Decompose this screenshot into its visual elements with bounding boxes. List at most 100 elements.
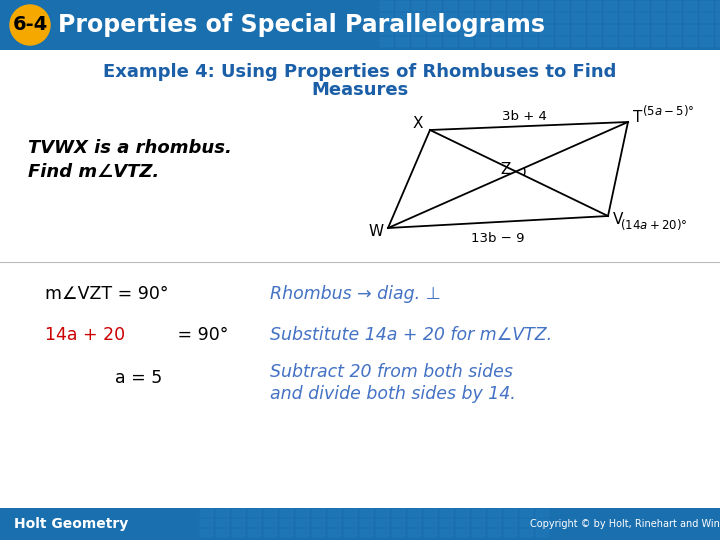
- Bar: [520, 509, 533, 517]
- Bar: [536, 519, 549, 527]
- Bar: [460, 25, 473, 35]
- Bar: [200, 519, 213, 527]
- Bar: [700, 25, 713, 35]
- Bar: [604, 25, 617, 35]
- Bar: [460, 1, 473, 11]
- Bar: [556, 1, 569, 11]
- Bar: [572, 13, 585, 23]
- Bar: [408, 509, 421, 517]
- Bar: [588, 37, 601, 47]
- Bar: [376, 529, 389, 537]
- Bar: [476, 13, 489, 23]
- Bar: [492, 1, 505, 11]
- Bar: [492, 37, 505, 47]
- Bar: [392, 519, 405, 527]
- Text: $(5a - 5)°$: $(5a - 5)°$: [642, 103, 695, 118]
- Bar: [396, 37, 409, 47]
- Bar: [428, 13, 441, 23]
- Bar: [264, 509, 277, 517]
- Bar: [588, 1, 601, 11]
- Bar: [652, 1, 665, 11]
- Bar: [360, 529, 373, 537]
- Bar: [524, 37, 537, 47]
- Bar: [620, 25, 633, 35]
- Bar: [604, 1, 617, 11]
- Text: and divide both sides by 14.: and divide both sides by 14.: [270, 385, 516, 403]
- Bar: [556, 13, 569, 23]
- Bar: [408, 529, 421, 537]
- Bar: [588, 13, 601, 23]
- Bar: [328, 519, 341, 527]
- Bar: [488, 509, 501, 517]
- Bar: [620, 13, 633, 23]
- Bar: [248, 519, 261, 527]
- Text: Subtract 20 from both sides: Subtract 20 from both sides: [270, 363, 513, 381]
- Bar: [408, 519, 421, 527]
- Bar: [540, 25, 553, 35]
- Bar: [668, 13, 681, 23]
- Bar: [520, 529, 533, 537]
- Text: Properties of Special Parallelograms: Properties of Special Parallelograms: [58, 13, 545, 37]
- Bar: [700, 13, 713, 23]
- Bar: [360, 519, 373, 527]
- Bar: [636, 37, 649, 47]
- Bar: [604, 37, 617, 47]
- Text: W: W: [369, 225, 384, 240]
- Text: 14a + 20: 14a + 20: [45, 326, 125, 344]
- Bar: [652, 25, 665, 35]
- Bar: [508, 13, 521, 23]
- Text: Copyright © by Holt, Rinehart and Winston. All Rights Reserved.: Copyright © by Holt, Rinehart and Winsto…: [530, 519, 720, 529]
- Text: V: V: [613, 213, 624, 227]
- Text: Holt Geometry: Holt Geometry: [14, 517, 128, 531]
- Text: Substitute 14a + 20 for m∠VTZ.: Substitute 14a + 20 for m∠VTZ.: [270, 326, 552, 344]
- Bar: [572, 37, 585, 47]
- Text: 6-4: 6-4: [12, 16, 48, 35]
- Bar: [216, 519, 229, 527]
- Bar: [716, 1, 720, 11]
- Bar: [520, 519, 533, 527]
- Bar: [556, 25, 569, 35]
- Bar: [700, 1, 713, 11]
- Bar: [296, 509, 309, 517]
- Bar: [540, 1, 553, 11]
- Bar: [248, 509, 261, 517]
- Bar: [216, 529, 229, 537]
- Bar: [396, 13, 409, 23]
- Bar: [504, 529, 517, 537]
- Bar: [536, 529, 549, 537]
- Bar: [492, 25, 505, 35]
- Bar: [636, 25, 649, 35]
- Bar: [200, 529, 213, 537]
- Bar: [604, 13, 617, 23]
- Bar: [396, 1, 409, 11]
- Bar: [312, 529, 325, 537]
- Bar: [540, 13, 553, 23]
- Bar: [232, 529, 245, 537]
- Bar: [536, 509, 549, 517]
- Bar: [424, 519, 437, 527]
- Bar: [684, 37, 697, 47]
- Bar: [376, 519, 389, 527]
- Bar: [380, 1, 393, 11]
- Bar: [668, 25, 681, 35]
- Text: m∠VZT = 90°: m∠VZT = 90°: [45, 285, 168, 303]
- Bar: [636, 1, 649, 11]
- Bar: [376, 509, 389, 517]
- Bar: [312, 509, 325, 517]
- Bar: [344, 529, 357, 537]
- Bar: [380, 37, 393, 47]
- Bar: [444, 37, 457, 47]
- Bar: [652, 37, 665, 47]
- Bar: [524, 13, 537, 23]
- Bar: [344, 509, 357, 517]
- Bar: [344, 519, 357, 527]
- Bar: [652, 13, 665, 23]
- Bar: [684, 25, 697, 35]
- Bar: [556, 37, 569, 47]
- Bar: [488, 529, 501, 537]
- Bar: [716, 25, 720, 35]
- Bar: [588, 25, 601, 35]
- Bar: [508, 37, 521, 47]
- Bar: [392, 509, 405, 517]
- Bar: [716, 37, 720, 47]
